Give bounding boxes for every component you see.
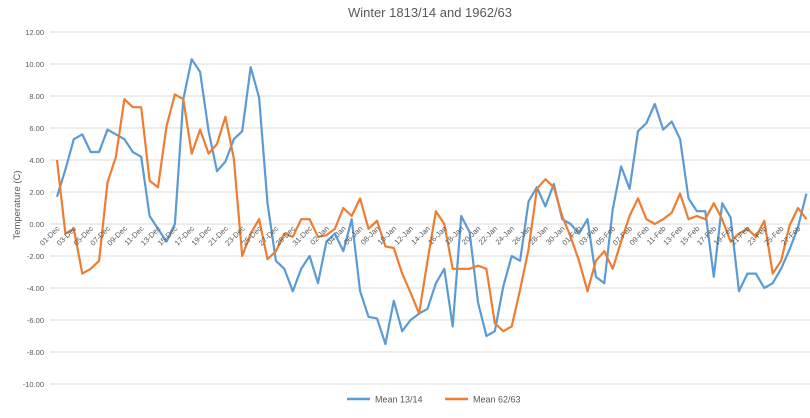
legend-label-mean-13-14: Mean 13/14 [375,395,423,405]
series-line-0 [57,59,806,344]
y-tick-labels: 12.00 10.00 8.00 6.00 4.00 2.00 0.00 -2.00 -4.00… [23,28,44,389]
y-tick-label: 2.00 [29,188,44,197]
y-tick-label: -8.00 [27,348,44,357]
legend: Mean 13/14 Mean 62/63 [347,395,521,405]
legend-label-mean-62-63: Mean 62/63 [473,395,521,405]
y-tick-label: 6.00 [29,124,44,133]
y-tick-label: 8.00 [29,92,44,101]
series-lines [57,59,806,344]
y-tick-label: -10.00 [23,380,44,389]
y-tick-label: 4.00 [29,156,44,165]
y-tick-label: 10.00 [25,60,44,69]
chart-title: Winter 1813/14 and 1962/63 [348,5,512,20]
y-tick-label: -2.00 [27,252,44,261]
x-tick-labels: 01-Dec03-Dec05-Dec07-Dec09-Dec11-Dec13-D… [38,224,802,248]
y-axis-label: Temperature (C) [12,170,23,239]
y-tick-label: -4.00 [27,284,44,293]
y-tick-label: -6.00 [27,316,44,325]
y-tick-label: 12.00 [25,28,44,37]
y-tick-label: 0.00 [29,220,44,229]
